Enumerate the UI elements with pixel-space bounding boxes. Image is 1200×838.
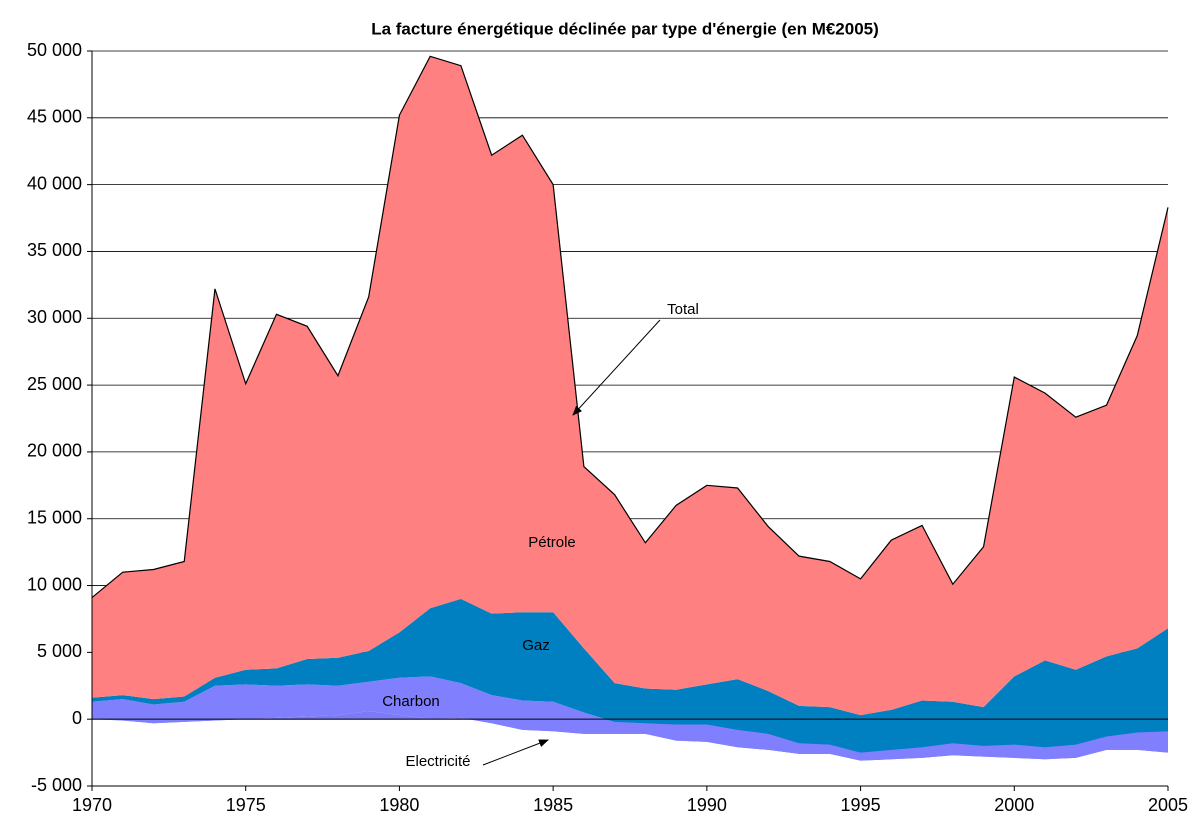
x-tick-label: 1985 [533,795,573,815]
x-tick-label: 2000 [994,795,1034,815]
y-tick-label: 15 000 [27,507,82,527]
x-tick-label: 1990 [687,795,727,815]
y-tick-label: 20 000 [27,441,82,461]
y-tick-label: 40 000 [27,173,82,193]
x-tick-label: 1975 [226,795,266,815]
y-tick-label: 35 000 [27,240,82,260]
area-label: Charbon [382,693,440,710]
y-tick-label: 0 [72,708,82,728]
area [92,56,1168,716]
y-tick-label: -5 000 [31,775,82,795]
y-tick-label: 50 000 [27,40,82,60]
area [92,676,1168,761]
x-tick-label: 1970 [72,795,112,815]
x-tick-label: 1980 [379,795,419,815]
area-label: Electricité [405,753,470,770]
y-tick-label: 45 000 [27,107,82,127]
annotation-arrow [482,739,549,766]
x-tick-label: 2005 [1148,795,1188,815]
area-outline [91,55,1169,599]
y-tick-label: 25 000 [27,374,82,394]
annotation: Total [667,301,699,318]
y-tick-label: 10 000 [27,574,82,594]
y-tick-label: 5 000 [37,641,82,661]
area [92,598,1168,753]
area-label: Pétrole [528,534,576,551]
annotation-arrow [572,319,661,416]
area-label: Gaz [522,637,550,654]
y-tick-label: 30 000 [27,307,82,327]
chart-title: La facture énergétique déclinée par type… [371,19,879,38]
x-tick-label: 1995 [841,795,881,815]
